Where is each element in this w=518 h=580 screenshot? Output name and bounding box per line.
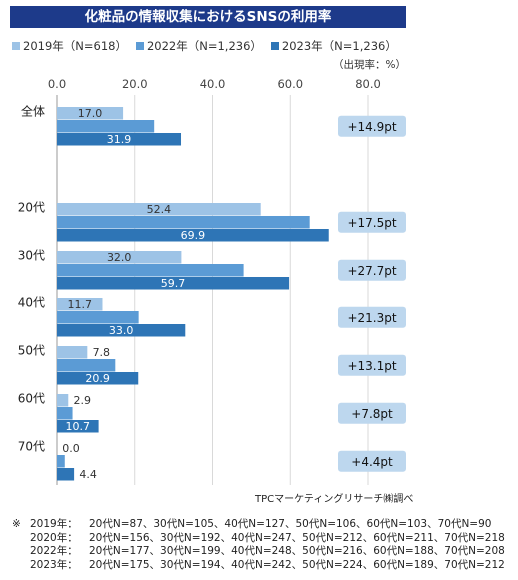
legend-label-2019: 2019年（N=618）	[23, 39, 127, 53]
bar-2022	[57, 216, 310, 229]
x-tick-label: 20.0	[122, 77, 148, 91]
category-label: 20代	[18, 200, 45, 214]
difference-label: +14.9pt	[347, 120, 396, 134]
x-tick-label: 40.0	[200, 77, 226, 91]
data-label-2023: 20.9	[85, 372, 110, 385]
chart-title: 化粧品の情報収集におけるSNSの利用率	[10, 6, 406, 28]
legend-label-2022: 2022年（N=1,236）	[146, 39, 262, 53]
legend-item-2023: 2023年（N=1,236）	[270, 38, 397, 54]
difference-label: +13.1pt	[347, 359, 396, 373]
data-label-2023: 10.7	[66, 420, 91, 433]
data-label-2023: 4.4	[79, 468, 97, 481]
bar-2019	[57, 251, 182, 264]
bar-2022	[57, 264, 244, 277]
data-label-2023: 33.0	[109, 324, 134, 337]
bar-2019	[57, 107, 124, 120]
difference-badge	[338, 306, 406, 328]
bar-2022	[57, 455, 65, 468]
bar-2023	[57, 229, 329, 242]
difference-label: +21.3pt	[347, 311, 396, 325]
difference-badge	[338, 354, 406, 376]
note-text: 20代N=175、30代N=194、40代N=242、50代N=224、60代N…	[89, 559, 505, 572]
note-text: 20代N=156、30代N=192、40代N=247、50代N=212、60代N…	[89, 531, 505, 544]
note-text: 20代N=177、30代N=199、40代N=248、50代N=216、60代N…	[89, 545, 505, 558]
x-tick-label: 60.0	[277, 77, 303, 91]
bar-2019	[57, 203, 261, 216]
data-label-2019: 11.7	[67, 298, 92, 311]
legend-item-2022: 2022年（N=1,236）	[135, 38, 262, 54]
bar-2022	[57, 407, 73, 420]
bar-2023	[57, 420, 99, 433]
unit-label: （出現率：%）	[333, 59, 406, 71]
x-tick-label: 0.0	[48, 77, 66, 91]
bar-2023	[57, 277, 290, 290]
bar-2022	[57, 359, 116, 372]
data-label-2019: 0.0	[62, 442, 80, 455]
category-label: 40代	[18, 295, 45, 309]
difference-badge	[338, 450, 406, 472]
bar-chart: 0.0 20.0 40.0 60.0 80.0 全体 17.0 31.9 +14.9pt 20代 5…	[18, 77, 406, 485]
legend-label-2023: 2023年（N=1,236）	[281, 39, 397, 53]
data-label-2023: 59.7	[161, 277, 186, 290]
data-label-2023: 69.9	[181, 229, 206, 242]
bar-2023	[57, 468, 75, 481]
difference-label: +17.5pt	[347, 216, 396, 230]
difference-label: +27.7pt	[347, 264, 396, 278]
note-mark: ※	[12, 518, 21, 530]
data-label-2019: 52.4	[147, 203, 172, 216]
x-tick-label: 80.0	[355, 77, 381, 91]
bar-2023	[57, 324, 186, 337]
legend: 2019年（N=618） 2022年（N=1,236） 2023年（N=1,23…	[12, 38, 397, 54]
difference-badge	[338, 115, 406, 137]
bar-2019	[57, 298, 103, 311]
category-label: 60代	[18, 391, 45, 405]
category-label: 50代	[18, 343, 45, 357]
difference-badge	[338, 402, 406, 424]
bar-2022	[57, 120, 155, 133]
category-label: 全体	[21, 103, 45, 118]
legend-item-2019: 2019年（N=618）	[12, 38, 127, 54]
difference-label: +7.8pt	[351, 407, 393, 421]
note-key: 2019年：	[30, 518, 78, 530]
bar-2023	[57, 133, 182, 146]
data-label-2023: 31.9	[107, 133, 132, 146]
data-label-2019: 17.0	[78, 107, 103, 120]
difference-badge	[338, 259, 406, 281]
category-label: 30代	[18, 248, 45, 262]
note-text: 20代N=87、30代N=105、40代N=127、50代N=106、60代N=…	[89, 518, 492, 530]
bar-2019	[57, 394, 69, 407]
note-line-2020: 2020年： 20代N=156、30代N=192、40代N=247、50代N=2…	[12, 532, 505, 546]
note-line-2022: 2022年： 20代N=177、30代N=199、40代N=248、50代N=2…	[12, 545, 505, 559]
source-credit: TPCマーケティングリサーチ㈱調べ	[255, 494, 414, 505]
bar-2023	[57, 372, 139, 385]
sample-size-notes: ※ 2019年： 20代N=87、30代N=105、40代N=127、50代N=…	[12, 518, 505, 573]
data-label-2019: 32.0	[107, 251, 132, 264]
data-label-2019: 2.9	[74, 394, 92, 407]
note-line-2023: 2023年： 20代N=175、30代N=194、40代N=242、50代N=2…	[12, 559, 505, 573]
difference-badge	[338, 211, 406, 233]
difference-label: +4.4pt	[351, 455, 393, 469]
note-line-2019: ※ 2019年： 20代N=87、30代N=105、40代N=127、50代N=…	[12, 518, 505, 532]
data-label-2019: 7.8	[93, 346, 111, 359]
bar-2022	[57, 311, 139, 324]
note-key: 2023年：	[30, 559, 78, 572]
legend-swatch-2023	[270, 42, 279, 50]
bar-2019	[57, 346, 88, 359]
note-key: 2020年：	[30, 531, 78, 544]
category-label: 70代	[18, 439, 45, 453]
legend-swatch-2019	[12, 42, 20, 50]
note-key: 2022年：	[30, 545, 78, 558]
legend-swatch-2022	[135, 42, 144, 50]
